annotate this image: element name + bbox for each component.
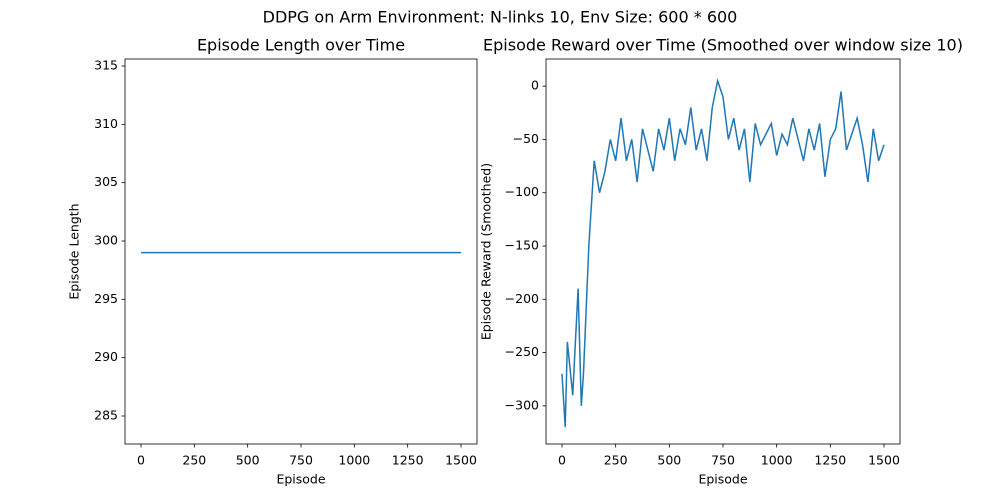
data-line xyxy=(561,77,885,428)
y-axis-label: Episode Length xyxy=(67,203,82,299)
y-tick-label: 295 xyxy=(94,291,118,306)
figure-title: DDPG on Arm Environment: N-links 10, Env… xyxy=(263,8,738,27)
y-tick-label: −50 xyxy=(513,131,539,146)
x-axis-label: Episode xyxy=(698,472,747,487)
x-tick-label: 750 xyxy=(711,453,735,468)
y-tick-label: 305 xyxy=(94,174,118,189)
y-tick-label: −250 xyxy=(505,344,539,359)
y-tick-label: −200 xyxy=(505,291,539,306)
axes-frame xyxy=(545,58,901,445)
y-tick-label: −150 xyxy=(505,238,539,253)
x-tick-label: 250 xyxy=(604,453,628,468)
y-tick-label: 300 xyxy=(94,233,118,248)
y-tick-label: −100 xyxy=(505,184,539,199)
y-tick-label: −300 xyxy=(505,397,539,412)
y-tick-label: 315 xyxy=(94,58,118,73)
y-axis-label: Episode Reward (Smoothed) xyxy=(479,163,494,340)
x-tick-label: 1500 xyxy=(445,453,477,468)
y-tick-label: 310 xyxy=(94,116,118,131)
y-tick-label: 285 xyxy=(94,408,118,423)
x-tick-label: 1000 xyxy=(761,453,793,468)
axes-frame xyxy=(124,58,478,445)
x-tick-label: 500 xyxy=(236,453,260,468)
chart-title: Episode Reward over Time (Smoothed over … xyxy=(483,36,963,55)
x-tick-label: 1250 xyxy=(814,453,846,468)
x-tick-label: 0 xyxy=(137,453,145,468)
x-axis-label: Episode xyxy=(276,472,325,487)
x-tick-label: 250 xyxy=(182,453,206,468)
x-tick-label: 750 xyxy=(289,453,313,468)
y-tick-label: 290 xyxy=(94,349,118,364)
x-tick-label: 0 xyxy=(558,453,566,468)
x-tick-label: 1000 xyxy=(338,453,370,468)
x-tick-label: 1500 xyxy=(868,453,900,468)
x-tick-label: 1250 xyxy=(392,453,424,468)
chart-title: Episode Length over Time xyxy=(197,36,405,55)
x-tick-label: 500 xyxy=(657,453,681,468)
y-tick-label: 0 xyxy=(531,78,539,93)
